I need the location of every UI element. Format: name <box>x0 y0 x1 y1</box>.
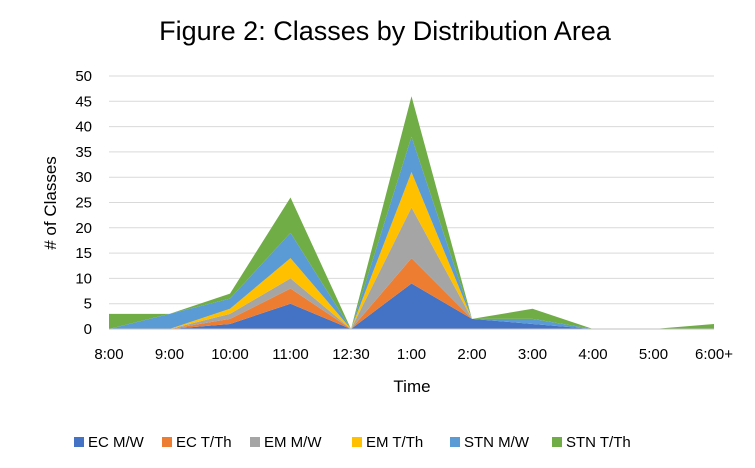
legend-swatch <box>352 437 362 447</box>
legend-swatch <box>450 437 460 447</box>
x-tick-label: 10:00 <box>211 346 249 363</box>
y-tick-label: 25 <box>75 195 92 212</box>
area-series-ec-t-th <box>109 258 714 329</box>
x-tick-label: 9:00 <box>155 346 184 363</box>
legend-label: STN M/W <box>464 434 530 451</box>
y-tick-label: 20 <box>75 220 92 237</box>
legend-label: EM T/Th <box>366 434 423 451</box>
legend-label: EC T/Th <box>176 434 232 451</box>
legend-item-em-m-w: EM M/W <box>250 434 322 451</box>
y-tick-label: 15 <box>75 245 92 262</box>
chart-title: Figure 2: Classes by Distribution Area <box>159 16 612 46</box>
legend-label: EM M/W <box>264 434 322 451</box>
legend-label: EC M/W <box>88 434 145 451</box>
x-tick-label: 2:00 <box>457 346 486 363</box>
y-tick-label: 40 <box>75 119 92 136</box>
y-tick-label: 50 <box>75 68 92 85</box>
legend-item-ec-t-th: EC T/Th <box>162 434 232 451</box>
legend-item-em-t-th: EM T/Th <box>352 434 423 451</box>
legend-item-ec-m-w: EC M/W <box>74 434 145 451</box>
x-tick-label: 1:00 <box>397 346 426 363</box>
y-tick-label: 5 <box>84 296 92 313</box>
area-series-em-m-w <box>109 207 714 329</box>
y-tick-label: 45 <box>75 93 92 110</box>
x-tick-label: 4:00 <box>578 346 607 363</box>
x-tick-label: 6:00+ <box>695 346 733 363</box>
x-tick-label: 5:00 <box>639 346 668 363</box>
legend-item-stn-m-w: STN M/W <box>450 434 530 451</box>
area-series-ec-m-w <box>109 283 714 329</box>
legend-swatch <box>162 437 172 447</box>
y-tick-labels: 0 5 10 15 20 25 30 35 40 45 50 <box>75 68 92 338</box>
legend: EC M/W EC T/Th EM M/W EM T/Th STN M/W STN T/T… <box>74 434 631 451</box>
x-tick-label: 8:00 <box>94 346 123 363</box>
x-tick-label: 3:00 <box>518 346 547 363</box>
x-tick-label: 11:00 <box>272 346 308 363</box>
y-tick-label: 0 <box>84 321 92 338</box>
area-series-em-t-th <box>109 172 714 329</box>
legend-label: STN T/Th <box>566 434 631 451</box>
legend-swatch <box>552 437 562 447</box>
y-tick-label: 30 <box>75 169 92 186</box>
stacked-areas <box>109 96 714 330</box>
x-tick-labels: 8:00 9:00 10:00 11:00 12:30 1:00 2:00 3:00 4:00 5… <box>94 346 733 363</box>
y-tick-label: 35 <box>75 144 92 161</box>
x-tick-label: 12:30 <box>332 346 370 363</box>
x-axis-title: Time <box>393 377 430 396</box>
legend-swatch <box>250 437 260 447</box>
legend-item-stn-t-th: STN T/Th <box>552 434 631 451</box>
y-axis-title: # of Classes <box>41 156 60 250</box>
legend-swatch <box>74 437 84 447</box>
y-tick-label: 10 <box>75 270 92 287</box>
area-series-stn-m-w <box>109 136 714 329</box>
